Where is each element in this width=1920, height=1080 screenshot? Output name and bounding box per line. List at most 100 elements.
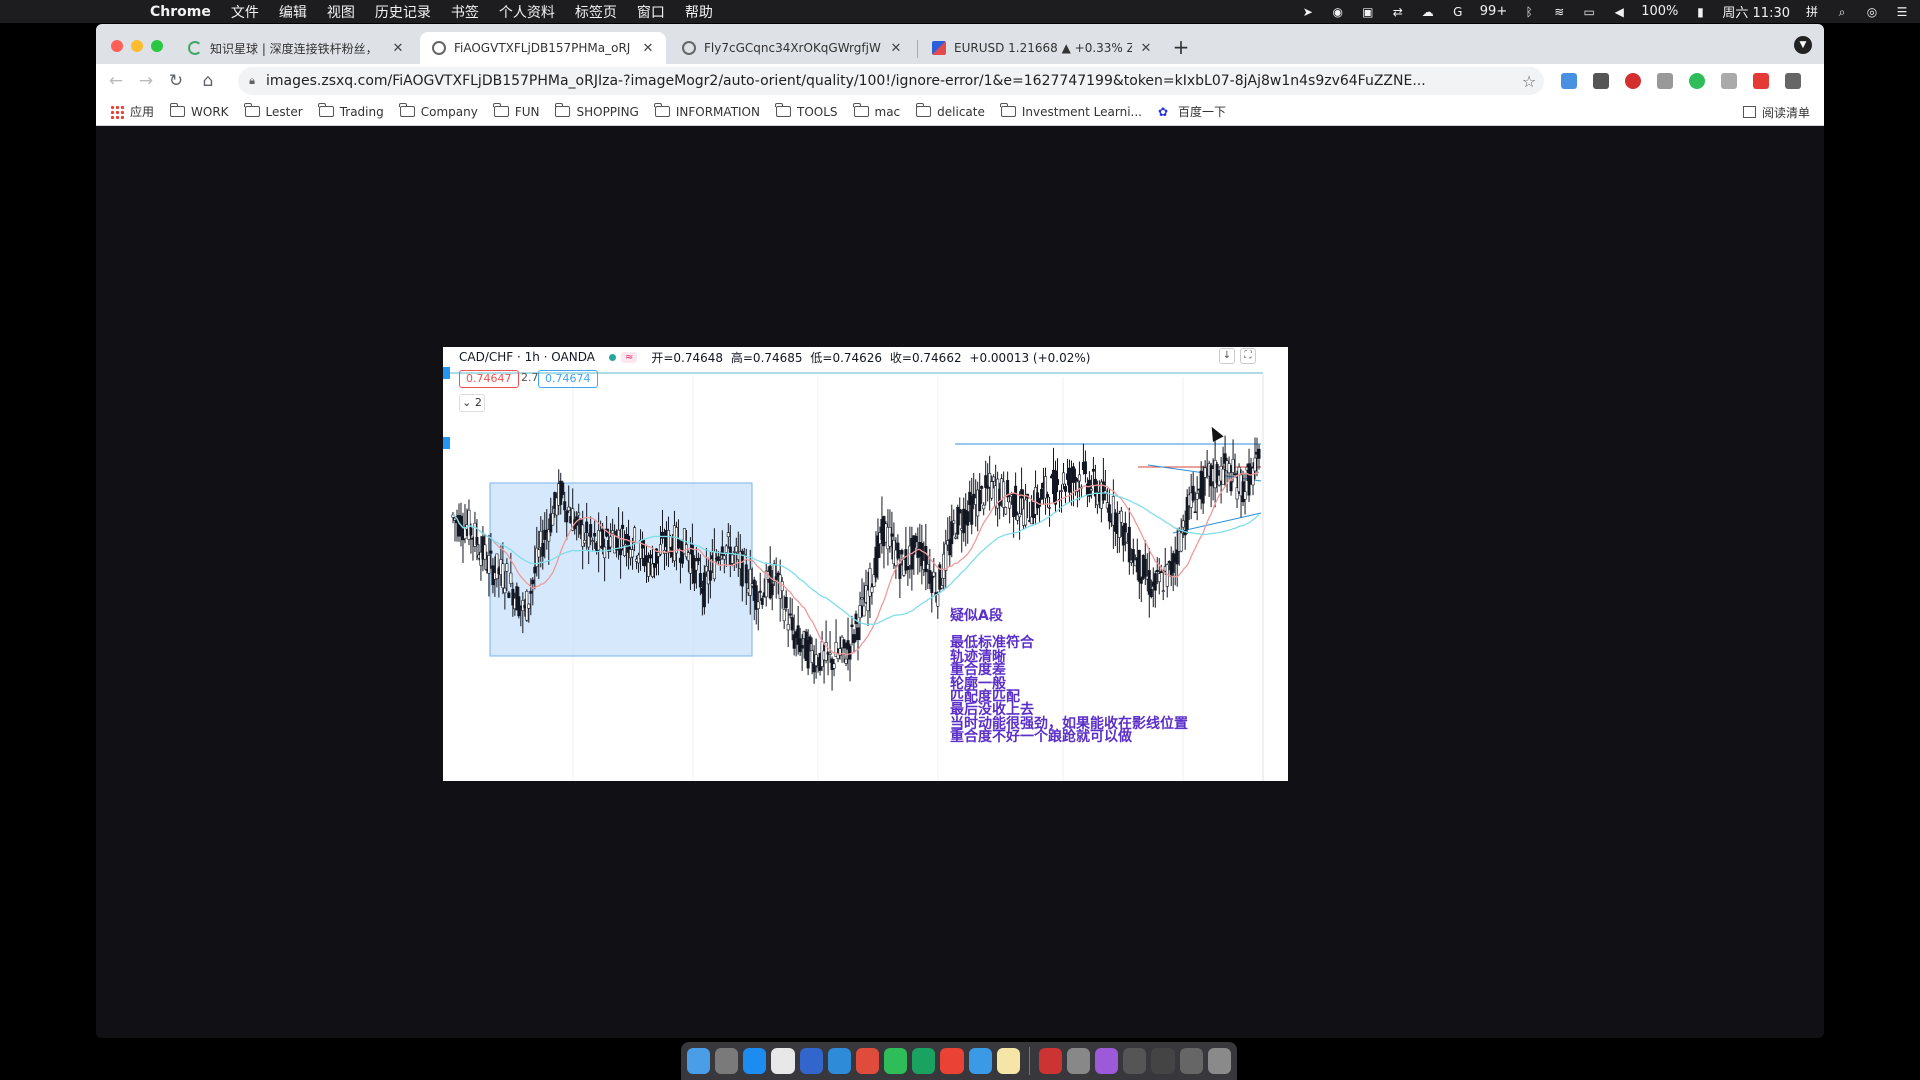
tab-eurusd[interactable]: EURUSD 1.21668 ▲ +0.33% Z ✕ (920, 32, 1164, 64)
screen-record-icon[interactable]: ◉ (1332, 4, 1344, 19)
location-icon[interactable]: ➤ (1302, 4, 1313, 19)
control-center-icon[interactable]: ☰ (1896, 4, 1908, 19)
address-bar[interactable]: 🔒︎ images.zsxq.com/FiAOGVTXFLjDB157PHMa_… (238, 67, 1544, 95)
reading-list-icon (1742, 106, 1756, 118)
bookmark-folder[interactable]: WORK (169, 103, 229, 119)
zoom-window-button[interactable] (151, 40, 163, 52)
bookmark-folder[interactable]: TOOLS (775, 103, 838, 119)
tab-search-icon[interactable]: ▼ (1794, 36, 1812, 54)
dict-extension-icon[interactable] (1785, 73, 1801, 89)
bookmark-folder[interactable]: SHOPPING (554, 103, 639, 119)
camera-icon[interactable]: ▣ (1362, 4, 1374, 19)
finder-icon[interactable] (687, 1048, 711, 1074)
adblock-extension-icon[interactable] (1625, 73, 1641, 89)
mail-icon[interactable] (968, 1048, 992, 1074)
tab-separator (917, 40, 918, 58)
disk-icon[interactable] (1179, 1048, 1203, 1074)
back-icon[interactable]: ← (108, 71, 124, 91)
shield-extension-icon[interactable] (1657, 73, 1673, 89)
terminal-icon[interactable] (1151, 1048, 1175, 1074)
keynote-icon[interactable] (827, 1048, 851, 1074)
photo-icon[interactable] (1095, 1048, 1119, 1074)
candle-body (463, 526, 467, 539)
menu-bookmarks[interactable]: 书签 (450, 4, 479, 21)
notification-badge[interactable]: 99+ (1479, 4, 1508, 19)
menu-edit[interactable]: 编辑 (278, 4, 307, 21)
minimize-window-button[interactable] (131, 40, 143, 52)
translate-extension-icon[interactable] (1561, 73, 1577, 89)
display-icon[interactable]: ▭ (1583, 4, 1595, 19)
close-tab-icon[interactable]: ✕ (1140, 40, 1152, 56)
sync-icon[interactable]: ⇄ (1392, 4, 1403, 19)
menu-history[interactable]: 历史记录 (374, 4, 431, 21)
app-icon[interactable] (1038, 1048, 1062, 1074)
candle-body (854, 613, 858, 625)
menu-window[interactable]: 窗口 (636, 4, 665, 21)
menu-file[interactable]: 文件 (230, 4, 259, 21)
activity-icon[interactable] (1123, 1048, 1147, 1074)
menu-help[interactable]: 帮助 (684, 4, 713, 21)
chrome-icon[interactable] (940, 1048, 964, 1074)
qq-icon[interactable] (855, 1048, 880, 1074)
menu-chrome[interactable]: Chrome (150, 3, 211, 20)
ohlc-open: 开=0.74648 (651, 350, 724, 365)
notes-icon[interactable] (771, 1048, 795, 1074)
evernote-extension-icon[interactable] (1689, 73, 1705, 89)
reload-icon[interactable]: ↻ (168, 71, 184, 91)
launchpad-icon[interactable] (715, 1048, 739, 1074)
close-tab-icon[interactable]: ✕ (392, 40, 404, 56)
extension-icon[interactable] (1593, 73, 1609, 89)
evernote-icon[interactable] (912, 1048, 936, 1074)
bookmark-folder[interactable]: INFORMATION (654, 103, 760, 119)
wifi-icon[interactable]: ≋ (1554, 4, 1565, 19)
bluetooth-icon[interactable]: ᛒ (1525, 4, 1533, 19)
clock[interactable]: 周六 11:30 (1722, 6, 1790, 21)
status-tray: ➤ ◉ ▣ ⇄ ☁ G 99+ ᛒ ≋ ▭ ◀ 100% ▮ 周六 11:30 … (1300, 0, 1910, 23)
bookmark-folder[interactable]: Trading (318, 103, 384, 119)
bookmark-folder[interactable]: Lester (244, 103, 303, 119)
volume-icon[interactable]: ◀ (1614, 4, 1624, 19)
stickies-icon[interactable] (996, 1048, 1020, 1074)
tab-strip: 知识星球 | 深度连接铁杆粉丝， ✕ FiAOGVTXFLjDB157PHMa_… (96, 24, 1824, 64)
lock-icon[interactable]: 🔒︎ (249, 74, 255, 87)
trash-icon[interactable] (1207, 1048, 1231, 1074)
forward-icon[interactable]: → (138, 71, 154, 91)
siri-icon[interactable]: ◎ (1866, 4, 1878, 19)
tab-zsxq[interactable]: 知识星球 | 深度连接铁杆粉丝， ✕ (176, 32, 416, 64)
candle-body (621, 524, 625, 529)
wechat-icon[interactable] (884, 1048, 908, 1074)
bookmark-folder[interactable]: mac (853, 103, 900, 119)
close-window-button[interactable] (111, 40, 123, 52)
battery-icon[interactable]: ▮ (1697, 4, 1704, 19)
reading-list-button[interactable]: 阅读清单 (1742, 98, 1810, 126)
cloud-extension-icon[interactable] (1721, 73, 1737, 89)
close-tab-icon[interactable]: ✕ (642, 40, 654, 56)
extension-badge-icon[interactable] (1753, 73, 1769, 89)
numbers-icon[interactable] (799, 1048, 823, 1074)
cloud-icon[interactable]: ☁ (1421, 4, 1434, 19)
spotlight-icon[interactable]: ⌕ (1838, 4, 1846, 19)
safari-icon[interactable] (743, 1048, 767, 1074)
address-url[interactable]: images.zsxq.com/FiAOGVTXFLjDB157PHMa_oRJ… (266, 73, 1426, 89)
input-method-icon[interactable]: 拼 (1805, 4, 1818, 19)
grammarly-icon[interactable]: G (1453, 4, 1463, 19)
home-icon[interactable]: ⌂ (202, 71, 214, 91)
bookmark-folder[interactable]: delicate (915, 103, 985, 119)
bookmark-apps[interactable]: 应用 (110, 103, 154, 120)
bookmark-baidu[interactable]: ✿ 百度一下 (1158, 103, 1226, 120)
bookmark-folder[interactable]: Investment Learni... (1000, 103, 1142, 119)
tab-image-2[interactable]: Fly7cGCqnc34XrOKqGWrgfjW ✕ (670, 32, 914, 64)
battery-percent[interactable]: 100% (1641, 4, 1679, 19)
menu-view[interactable]: 视图 (326, 4, 355, 21)
menu-profiles[interactable]: 个人资料 (498, 4, 555, 21)
close-tab-icon[interactable]: ✕ (890, 40, 902, 56)
menu-tabs[interactable]: 标签页 (574, 4, 617, 21)
bookmark-star-icon[interactable]: ☆ (1521, 71, 1537, 91)
tab-image-active[interactable]: FiAOGVTXFLjDB157PHMa_oRJ ✕ (420, 32, 666, 64)
system-preferences-icon[interactable] (1066, 1048, 1091, 1074)
bookmark-folder[interactable]: Company (399, 103, 478, 119)
bookmark-folder[interactable]: FUN (493, 103, 539, 119)
chart-image[interactable]: CAD/CHF · 1h · OANDA ≈ 开=0.74648 高=0.746… (443, 347, 1288, 781)
new-tab-button[interactable]: + (1172, 35, 1190, 59)
candle-body (611, 530, 615, 534)
